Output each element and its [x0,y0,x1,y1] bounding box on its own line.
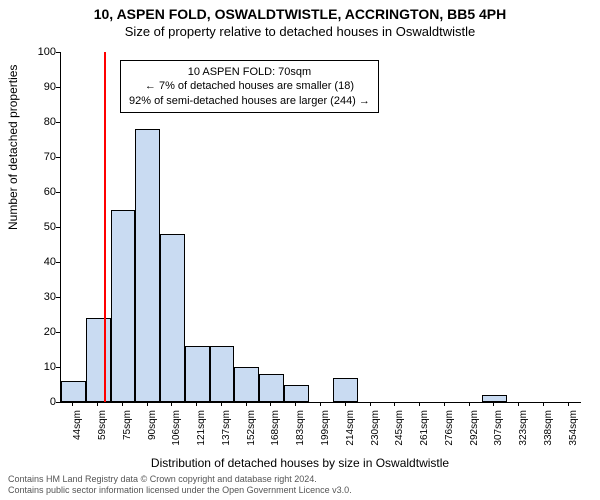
chart-title: 10, ASPEN FOLD, OSWALDTWISTLE, ACCRINGTO… [0,6,600,22]
x-tick-mark [469,402,470,406]
y-tick-label: 40 [32,256,56,268]
annotation-line2: ← 7% of detached houses are smaller (18) [129,79,370,93]
x-tick-label: 338sqm [543,410,554,460]
histogram-bar [61,381,86,402]
histogram-bar [284,385,309,403]
y-tick-mark [56,332,60,333]
x-tick-mark [221,402,222,406]
y-tick-label: 70 [32,151,56,163]
y-tick-mark [56,402,60,403]
x-tick-label: 323sqm [518,410,529,460]
x-tick-mark [295,402,296,406]
y-tick-label: 50 [32,221,56,233]
x-tick-mark [345,402,346,406]
histogram-bar [111,210,136,403]
x-tick-label: 106sqm [171,410,182,460]
histogram-bar [185,346,210,402]
x-tick-label: 292sqm [469,410,480,460]
x-tick-mark [568,402,569,406]
y-tick-label: 0 [32,396,56,408]
x-tick-label: 245sqm [394,410,405,460]
annotation-line1: 10 ASPEN FOLD: 70sqm [129,65,370,79]
y-tick-label: 60 [32,186,56,198]
x-tick-mark [196,402,197,406]
x-tick-mark [171,402,172,406]
histogram-bar [210,346,235,402]
histogram-bar [86,318,111,402]
y-tick-mark [56,192,60,193]
attribution-line1: Contains HM Land Registry data © Crown c… [8,474,352,485]
x-tick-label: 276sqm [444,410,455,460]
annotation-line3: 92% of semi-detached houses are larger (… [129,94,370,108]
x-tick-label: 199sqm [320,410,331,460]
y-tick-mark [56,367,60,368]
y-tick-mark [56,297,60,298]
x-tick-label: 307sqm [493,410,504,460]
y-tick-mark [56,227,60,228]
x-tick-mark [270,402,271,406]
x-tick-mark [147,402,148,406]
x-tick-label: 354sqm [568,410,579,460]
x-tick-mark [419,402,420,406]
x-tick-label: 44sqm [72,410,83,460]
x-tick-label: 168sqm [270,410,281,460]
annotation-box: 10 ASPEN FOLD: 70sqm ← 7% of detached ho… [120,60,379,113]
histogram-bar [333,378,358,403]
y-tick-mark [56,157,60,158]
y-tick-mark [56,87,60,88]
histogram-bar [135,129,160,402]
x-tick-mark [394,402,395,406]
reference-line [104,52,106,402]
y-tick-label: 90 [32,81,56,93]
histogram-bar [160,234,185,402]
histogram-bar [482,395,507,402]
x-tick-mark [320,402,321,406]
y-tick-mark [56,262,60,263]
y-tick-mark [56,52,60,53]
x-tick-mark [122,402,123,406]
x-tick-mark [246,402,247,406]
attribution-line2: Contains public sector information licen… [8,485,352,496]
y-tick-label: 20 [32,326,56,338]
x-tick-label: 75sqm [122,410,133,460]
x-tick-label: 59sqm [97,410,108,460]
chart-subtitle: Size of property relative to detached ho… [0,24,600,39]
x-tick-mark [444,402,445,406]
histogram-bar [259,374,284,402]
x-tick-label: 152sqm [246,410,257,460]
x-tick-label: 183sqm [295,410,306,460]
y-tick-label: 80 [32,116,56,128]
chart-area: 10 ASPEN FOLD: 70sqm ← 7% of detached ho… [60,52,580,402]
y-axis-label: Number of detached properties [6,65,20,230]
y-tick-mark [56,122,60,123]
x-tick-label: 214sqm [345,410,356,460]
y-tick-label: 30 [32,291,56,303]
y-tick-label: 100 [32,46,56,58]
x-tick-label: 137sqm [221,410,232,460]
x-tick-mark [518,402,519,406]
x-tick-mark [493,402,494,406]
y-tick-label: 10 [32,361,56,373]
x-tick-label: 121sqm [196,410,207,460]
x-tick-mark [370,402,371,406]
x-tick-label: 261sqm [419,410,430,460]
x-tick-label: 230sqm [370,410,381,460]
x-tick-mark [72,402,73,406]
attribution: Contains HM Land Registry data © Crown c… [8,474,352,496]
x-tick-mark [543,402,544,406]
x-tick-label: 90sqm [147,410,158,460]
x-tick-mark [97,402,98,406]
histogram-bar [234,367,259,402]
